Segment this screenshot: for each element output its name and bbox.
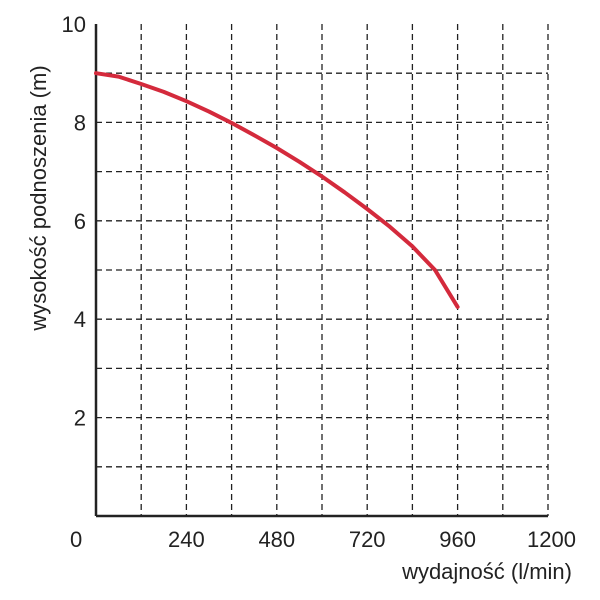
tick-labels: 2 4 6 8 10 0 240 480 720 960 1200 xyxy=(62,12,576,552)
x-tick-label: 0 xyxy=(70,527,82,552)
x-tick-label: 720 xyxy=(349,527,386,552)
y-tick-label: 4 xyxy=(74,307,86,332)
grid-layer xyxy=(96,24,549,516)
y-tick-label: 2 xyxy=(74,406,86,431)
y-tick-label: 6 xyxy=(74,209,86,234)
x-tick-label: 1200 xyxy=(527,527,576,552)
y-tick-label: 10 xyxy=(62,12,86,37)
x-tick-label: 960 xyxy=(439,527,476,552)
series-line xyxy=(94,71,460,309)
series-layer xyxy=(94,71,460,309)
y-axis-title: wysokość podnoszenia (m) xyxy=(26,65,51,331)
x-tick-label: 240 xyxy=(168,527,205,552)
axes-layer xyxy=(94,24,548,518)
x-tick-label: 480 xyxy=(258,527,295,552)
x-axis-title: wydajność (l/min) xyxy=(401,559,572,584)
y-tick-label: 8 xyxy=(74,110,86,135)
